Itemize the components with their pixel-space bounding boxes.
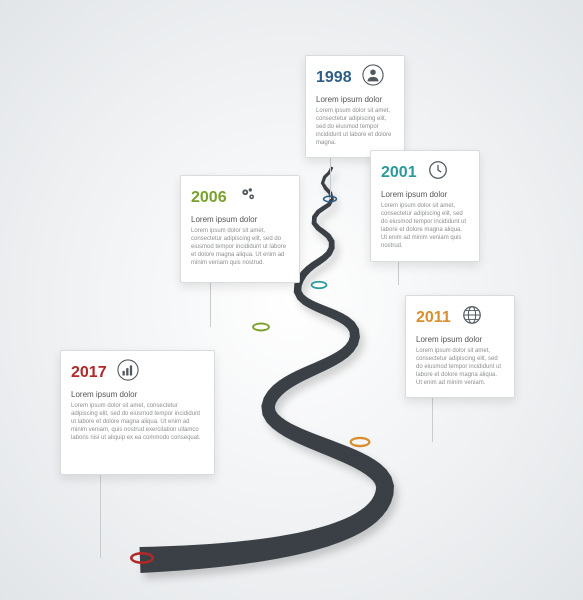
milestone-title: Lorem ipsum dolor [191, 215, 289, 224]
gears-icon [237, 184, 259, 211]
milestone-year: 2001 [381, 164, 417, 182]
bar-chart-icon [117, 359, 139, 386]
milestone-stem [432, 395, 433, 442]
milestone-stem [210, 283, 211, 327]
milestone-body: Lorem ipsum dolor sit amet, consectetur … [381, 202, 469, 251]
milestone-title: Lorem ipsum dolor [316, 95, 394, 104]
milestone-title: Lorem ipsum dolor [381, 190, 469, 199]
road-marker-2001 [311, 281, 328, 289]
person-icon [362, 64, 384, 91]
milestone-year: 2006 [191, 189, 227, 207]
milestone-year: 1998 [316, 69, 352, 87]
milestone-body: Lorem ipsum dolor sit amet, consectetur … [316, 107, 394, 147]
milestone-card-2011: 2011 Lorem ipsum dolor Lorem ipsum dolor… [405, 295, 515, 398]
road-marker-1998 [323, 195, 337, 202]
milestone-card-2017: 2017 Lorem ipsum dolor Lorem ipsum dolor… [60, 350, 215, 475]
globe-icon [461, 304, 483, 331]
infographic-stage: 2017 Lorem ipsum dolor Lorem ipsum dolor… [0, 0, 583, 600]
milestone-body: Lorem ipsum dolor sit amet, consectetur … [191, 227, 289, 267]
milestone-card-1998: 1998 Lorem ipsum dolor Lorem ipsum dolor… [305, 55, 405, 158]
milestone-card-2001: 2001 Lorem ipsum dolor Lorem ipsum dolor… [370, 150, 480, 262]
milestone-year: 2017 [71, 364, 107, 382]
clock-icon [427, 159, 449, 186]
milestone-body: Lorem ipsum dolor sit amet, consectetur … [416, 347, 504, 387]
road-marker-2006 [252, 323, 270, 332]
milestone-title: Lorem ipsum dolor [71, 390, 204, 399]
milestone-stem [100, 475, 101, 558]
milestone-title: Lorem ipsum dolor [416, 335, 504, 344]
milestone-stem [398, 260, 399, 285]
milestone-card-2006: 2006 Lorem ipsum dolor Lorem ipsum dolor… [180, 175, 300, 283]
milestone-body: Lorem ipsum dolor sit amet, consectetur … [71, 402, 204, 442]
milestone-stem [330, 153, 331, 199]
road-marker-2017 [130, 552, 154, 564]
road-marker-2011 [350, 437, 371, 447]
milestone-year: 2011 [416, 309, 451, 327]
